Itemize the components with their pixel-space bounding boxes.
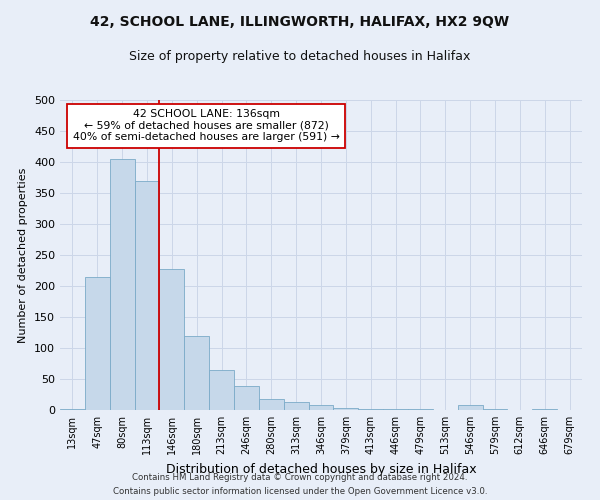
Y-axis label: Number of detached properties: Number of detached properties xyxy=(19,168,28,342)
Text: Contains HM Land Registry data © Crown copyright and database right 2024.: Contains HM Land Registry data © Crown c… xyxy=(132,472,468,482)
Text: Contains public sector information licensed under the Open Government Licence v3: Contains public sector information licen… xyxy=(113,488,487,496)
Bar xyxy=(134,180,160,410)
Bar xyxy=(160,268,184,410)
Bar xyxy=(85,276,110,410)
Text: 42 SCHOOL LANE: 136sqm
← 59% of detached houses are smaller (872)
40% of semi-de: 42 SCHOOL LANE: 136sqm ← 59% of detached… xyxy=(73,110,340,142)
Bar xyxy=(60,409,85,410)
Bar xyxy=(458,405,482,410)
Bar xyxy=(110,159,134,410)
X-axis label: Distribution of detached houses by size in Halifax: Distribution of detached houses by size … xyxy=(166,462,476,475)
Bar xyxy=(358,409,383,410)
Bar xyxy=(184,336,209,410)
Bar xyxy=(234,386,259,410)
Bar xyxy=(308,405,334,410)
Bar xyxy=(383,409,408,410)
Bar xyxy=(334,408,358,410)
Bar xyxy=(259,400,284,410)
Text: Size of property relative to detached houses in Halifax: Size of property relative to detached ho… xyxy=(130,50,470,63)
Bar xyxy=(209,370,234,410)
Text: 42, SCHOOL LANE, ILLINGWORTH, HALIFAX, HX2 9QW: 42, SCHOOL LANE, ILLINGWORTH, HALIFAX, H… xyxy=(91,15,509,29)
Bar xyxy=(284,402,308,410)
